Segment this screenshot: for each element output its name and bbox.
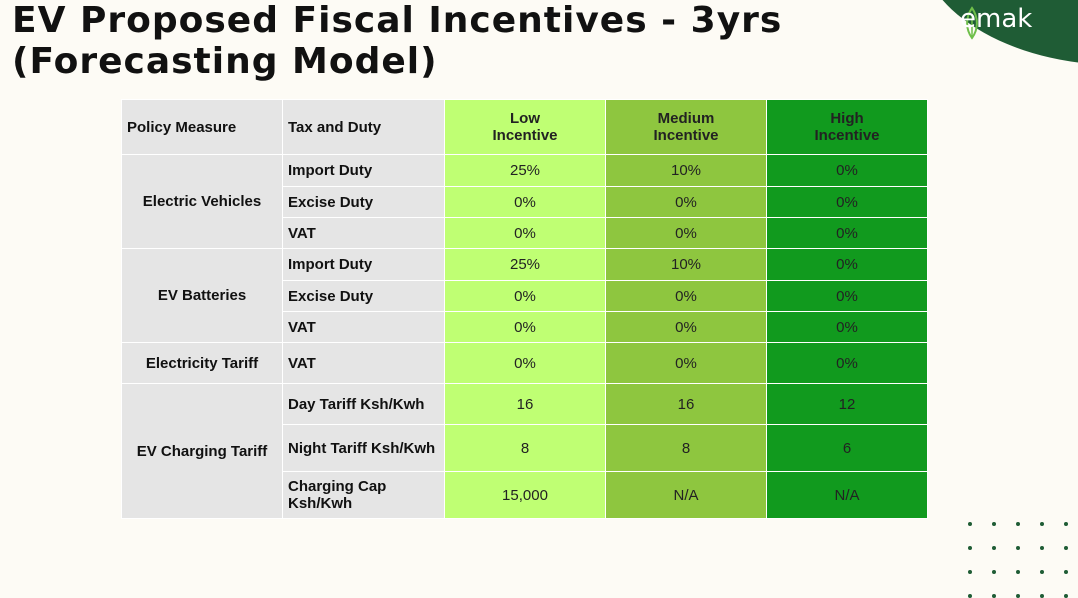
header-low-line1: Low xyxy=(510,110,540,127)
logo-text: emak xyxy=(960,4,1033,34)
medium-cell: 0% xyxy=(605,280,767,312)
decorative-dot xyxy=(1064,522,1068,526)
table-row: Night Tariff Ksh/Kwh 8 8 6 xyxy=(122,424,928,472)
policy-cell: EV Charging Tariff xyxy=(121,383,283,519)
low-cell: 0% xyxy=(444,280,606,312)
table-header-row: Policy Measure Tax and Duty Low Incentive… xyxy=(121,99,928,155)
decorative-dot xyxy=(992,522,996,526)
low-cell: 25% xyxy=(444,248,606,281)
decorative-dot xyxy=(968,570,972,574)
page-title: EV Proposed Fiscal Incentives - 3yrs (Fo… xyxy=(12,0,783,82)
decorative-dot xyxy=(992,546,996,550)
decorative-dot xyxy=(968,594,972,598)
table-row: Excise Duty 0% 0% 0% xyxy=(122,280,928,312)
high-cell: 0% xyxy=(766,342,928,384)
leaf-icon xyxy=(966,6,978,40)
incentives-table: Policy Measure Tax and Duty Low Incentive… xyxy=(121,99,928,519)
low-cell: 15,000 xyxy=(444,471,606,519)
decorative-dot xyxy=(1016,522,1020,526)
high-cell: 0% xyxy=(766,186,928,218)
medium-cell: 10% xyxy=(605,248,767,281)
header-high-line2: Incentive xyxy=(814,127,880,144)
high-cell: 0% xyxy=(766,154,928,187)
tax-cell: Day Tariff Ksh/Kwh xyxy=(282,383,445,425)
high-cell: 0% xyxy=(766,311,928,343)
tax-cell: Import Duty xyxy=(282,248,445,281)
tax-cell: Excise Duty xyxy=(282,280,445,312)
decorative-dot xyxy=(1040,546,1044,550)
table-row: Charging Cap Ksh/Kwh 15,000 N/A N/A xyxy=(122,471,928,519)
header-low-incentive: Low Incentive xyxy=(444,99,606,155)
table-row: EV Charging Tariff Day Tariff Ksh/Kwh 16… xyxy=(121,383,928,519)
tax-cell: Excise Duty xyxy=(282,186,445,218)
low-cell: 0% xyxy=(444,186,606,218)
policy-cell: Electricity Tariff xyxy=(121,342,283,384)
low-cell: 8 xyxy=(444,424,606,472)
low-cell: 0% xyxy=(444,217,606,249)
tax-cell: Charging Cap Ksh/Kwh xyxy=(282,471,445,519)
header-high-incentive: High Incentive xyxy=(766,99,928,155)
medium-cell: N/A xyxy=(605,471,767,519)
policy-cell: EV Batteries xyxy=(121,248,283,343)
table-row: Excise Duty 0% 0% 0% xyxy=(122,186,928,218)
low-cell: 16 xyxy=(444,383,606,425)
medium-cell: 10% xyxy=(605,154,767,187)
decorative-dot-grid xyxy=(966,520,1078,598)
high-cell: 0% xyxy=(766,217,928,249)
high-cell: 0% xyxy=(766,280,928,312)
tax-cell: VAT xyxy=(282,311,445,343)
table-row: Electricity Tariff VAT 0% 0% 0% xyxy=(121,342,928,384)
medium-cell: 0% xyxy=(605,217,767,249)
decorative-dot xyxy=(1064,546,1068,550)
decorative-dot xyxy=(1064,570,1068,574)
high-cell: 6 xyxy=(766,424,928,472)
header-high-line1: High xyxy=(830,110,864,127)
table-row: EV Batteries Import Duty 25% 10% 0% xyxy=(121,248,928,343)
low-cell: 0% xyxy=(444,342,606,384)
header-medium-line1: Medium xyxy=(657,110,715,127)
header-medium-line2: Incentive xyxy=(653,127,719,144)
header-low-line2: Incentive xyxy=(492,127,558,144)
tax-cell: VAT xyxy=(282,342,445,384)
header-medium-incentive: Medium Incentive xyxy=(605,99,767,155)
decorative-dot xyxy=(1064,594,1068,598)
table-row: VAT 0% 0% 0% xyxy=(122,311,928,343)
table-row: Electric Vehicles Import Duty 25% 10% 0% xyxy=(121,154,928,249)
tax-cell: Import Duty xyxy=(282,154,445,187)
decorative-dot xyxy=(1016,546,1020,550)
decorative-dot xyxy=(1016,594,1020,598)
decorative-dot xyxy=(1040,570,1044,574)
policy-cell: Electric Vehicles xyxy=(121,154,283,249)
medium-cell: 8 xyxy=(605,424,767,472)
decorative-dot xyxy=(1040,594,1044,598)
decorative-dot xyxy=(1016,570,1020,574)
header-tax-and-duty: Tax and Duty xyxy=(282,99,445,155)
high-cell: N/A xyxy=(766,471,928,519)
decorative-dot xyxy=(992,594,996,598)
medium-cell: 0% xyxy=(605,186,767,218)
low-cell: 25% xyxy=(444,154,606,187)
medium-cell: 0% xyxy=(605,311,767,343)
decorative-dot xyxy=(968,546,972,550)
high-cell: 12 xyxy=(766,383,928,425)
decorative-dot xyxy=(968,522,972,526)
low-cell: 0% xyxy=(444,311,606,343)
header-policy-measure: Policy Measure xyxy=(121,99,283,155)
medium-cell: 0% xyxy=(605,342,767,384)
decorative-dot xyxy=(992,570,996,574)
decorative-dot xyxy=(1040,522,1044,526)
tax-cell: Night Tariff Ksh/Kwh xyxy=(282,424,445,472)
high-cell: 0% xyxy=(766,248,928,281)
medium-cell: 16 xyxy=(605,383,767,425)
tax-cell: VAT xyxy=(282,217,445,249)
